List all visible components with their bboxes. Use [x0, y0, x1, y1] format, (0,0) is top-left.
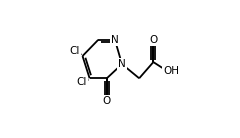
Text: O: O — [149, 35, 157, 45]
Text: N: N — [111, 35, 119, 45]
Text: O: O — [103, 95, 111, 106]
Text: OH: OH — [163, 66, 179, 76]
Text: Cl: Cl — [70, 46, 80, 56]
Text: N: N — [118, 59, 126, 69]
Text: Cl: Cl — [77, 77, 87, 87]
